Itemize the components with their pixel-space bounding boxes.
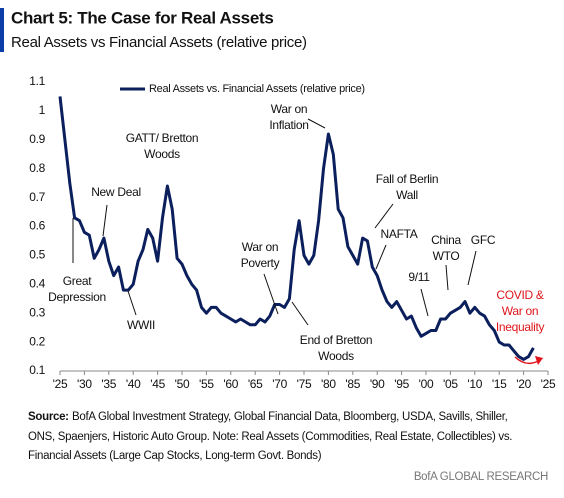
annotation-leader xyxy=(445,264,449,291)
y-tick-label: 0.9 xyxy=(29,132,45,146)
y-tick-label: 0.8 xyxy=(29,161,45,175)
annotation-leader xyxy=(420,288,429,317)
data-line xyxy=(58,96,535,361)
y-tick-label: 0.4 xyxy=(29,276,45,290)
x-tick-label: '45 xyxy=(150,377,165,391)
x-tick-label: '15 xyxy=(492,377,507,391)
annotation: Great xyxy=(63,274,92,288)
x-tick-label: '20 xyxy=(516,377,531,391)
annotation: Poverty xyxy=(241,256,280,270)
x-tick-label: '25 xyxy=(541,377,556,391)
annotation: WWII xyxy=(127,318,155,332)
annotation: War on xyxy=(242,240,278,254)
source-text: BofA Global Investment Strategy, Global … xyxy=(72,411,508,423)
x-tick-label: '85 xyxy=(345,377,360,391)
annotation: 9/11 xyxy=(408,270,430,284)
annotation-leader xyxy=(375,244,387,270)
annotation: GATT/ Bretton xyxy=(126,131,199,145)
annotation: WTO xyxy=(433,249,460,263)
x-tick-label: '10 xyxy=(467,377,482,391)
chart-title: Chart 5: The Case for Real Assets xyxy=(11,8,274,27)
x-tick-label: '30 xyxy=(77,377,92,391)
annotation-leader xyxy=(374,203,394,229)
title-bar xyxy=(0,8,4,52)
x-tick-label: '50 xyxy=(175,377,190,391)
brand: BofA GLOBAL RESEARCH xyxy=(414,471,548,483)
annotation: War on xyxy=(502,304,538,318)
x-tick-label: '25 xyxy=(53,377,68,391)
annotation: End of Bretton xyxy=(300,333,373,347)
covid-arrowhead xyxy=(535,356,543,365)
annotation: Depression xyxy=(48,290,106,304)
y-tick-label: 1.1 xyxy=(29,74,45,88)
annotation: Woods xyxy=(318,349,354,363)
x-tick-label: '35 xyxy=(101,377,116,391)
source-text: Financial Assets (Large Cap Stocks, Long… xyxy=(28,450,322,462)
x-tick-label: '40 xyxy=(126,377,141,391)
x-tick-label: '60 xyxy=(223,377,238,391)
y-tick-label: 0.5 xyxy=(29,248,45,262)
y-tick-label: 0.3 xyxy=(29,305,45,319)
source-text: ONS, Spaenjers, Historic Auto Group. Not… xyxy=(28,431,512,443)
x-tick-label: '70 xyxy=(272,377,287,391)
chart-subtitle: Real Assets vs Financial Assets (relativ… xyxy=(11,34,307,51)
annotation-leader xyxy=(263,273,279,315)
y-tick-label: 0.7 xyxy=(29,190,45,204)
x-tick-label: '65 xyxy=(248,377,263,391)
x-tick-label: '75 xyxy=(297,377,312,391)
x-tick-label: '90 xyxy=(370,377,385,391)
annotation: NAFTA xyxy=(381,227,418,241)
annotation: GFC xyxy=(471,233,496,247)
source-label: Source: xyxy=(28,411,69,423)
x-tick-label: '05 xyxy=(443,377,458,391)
annotation: New Deal xyxy=(91,185,141,199)
annotation: COVID & xyxy=(496,288,544,302)
x-tick-label: '55 xyxy=(199,377,214,391)
annotation: China xyxy=(431,233,461,247)
annotation-leader xyxy=(467,250,477,286)
annotation: Inequality xyxy=(496,320,545,334)
annotation: Wall xyxy=(396,188,418,202)
x-tick-label: '80 xyxy=(321,377,336,391)
x-tick-label: '95 xyxy=(394,377,409,391)
annotation-leader xyxy=(307,118,326,129)
y-tick-label: 0.2 xyxy=(29,334,45,348)
annotation: Fall of Berlin xyxy=(376,172,439,186)
y-tick-label: 0.1 xyxy=(29,363,45,377)
y-tick-label: 0.6 xyxy=(29,219,45,233)
annotation-leader xyxy=(291,301,309,326)
x-tick-label: '00 xyxy=(419,377,434,391)
annotation-leader xyxy=(102,204,108,237)
annotation: Woods xyxy=(144,147,180,161)
annotation: War on xyxy=(271,102,307,116)
annotation-leader xyxy=(127,290,137,316)
legend-label: Real Assets vs. Financial Assets (relati… xyxy=(149,83,365,95)
annotation: Inflation xyxy=(269,118,308,132)
y-tick-label: 1 xyxy=(39,103,46,117)
